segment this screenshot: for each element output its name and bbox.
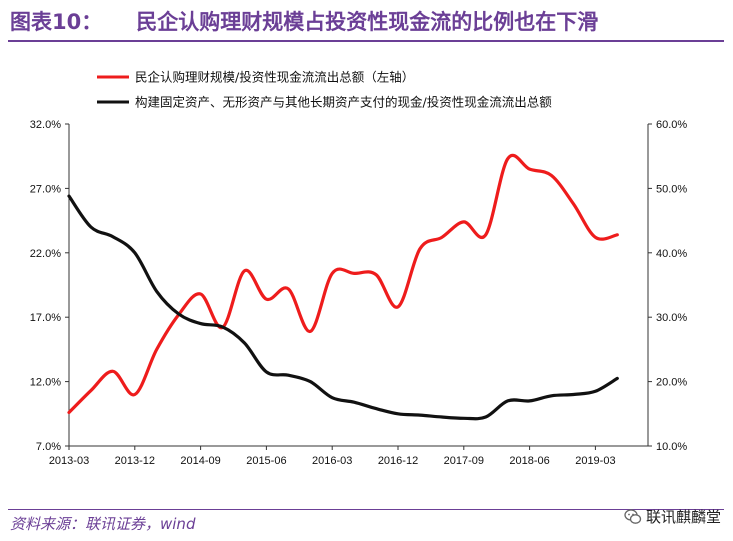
wechat-icon [624,508,642,524]
x-tick-label: 2015-06 [246,455,286,467]
chart-legend: 民企认购理财规模/投资性现金流流出总额（左轴） 构建固定资产、无形资产与其他长期资… [97,70,552,110]
left-tick-label: 22.0% [30,248,61,260]
series-line-right-axis [67,194,619,421]
right-tick-label: 40.0% [656,248,687,260]
footer-divider [8,509,724,510]
x-tick-label: 2019-03 [575,455,615,467]
right-tick-label: 30.0% [656,312,687,324]
title-divider [8,40,724,42]
x-tick-label: 2013-12 [115,455,155,467]
x-tick-label: 2016-12 [378,455,418,467]
left-tick-label: 17.0% [30,312,61,324]
series-line-left-axis [67,153,619,415]
source-note: 资料来源：联讯证券，wind [10,515,196,533]
right-tick-label: 50.0% [656,183,687,195]
x-tick-label: 2014-09 [180,455,220,467]
x-tick-label: 2018-06 [509,455,549,467]
chart-title: 民企认购理财规模占投资性现金流的比例也在下滑 [136,10,599,34]
x-tick-label: 2013-03 [49,455,89,467]
right-tick-label: 60.0% [656,119,687,131]
watermark: 联讯麒麟堂 [624,506,721,527]
right-tick-label: 20.0% [656,377,687,389]
figure-label: 图表10： [10,10,103,34]
left-tick-label: 7.0% [36,441,61,453]
right-tick-label: 10.0% [656,441,687,453]
left-tick-label: 32.0% [30,119,61,131]
page-title: 图表10： 民企认购理财规模占投资性现金流的比例也在下滑 [10,6,598,36]
chart-series [67,153,619,421]
x-tick-label: 2016-03 [312,455,352,467]
watermark-text: 联讯麒麟堂 [645,508,721,526]
legend-label: 构建固定资产、无形资产与其他长期资产支付的现金/投资性现金流流出总额 [135,95,552,110]
legend-label: 民企认购理财规模/投资性现金流流出总额（左轴） [135,70,414,85]
left-tick-label: 27.0% [30,183,61,195]
x-tick-label: 2017-09 [444,455,484,467]
left-tick-label: 12.0% [30,377,61,389]
chart-axes: 7.0% 12.0% 17.0% 22.0% 27.0% 32.0% 10.0% 20.0% 3… [30,119,688,467]
